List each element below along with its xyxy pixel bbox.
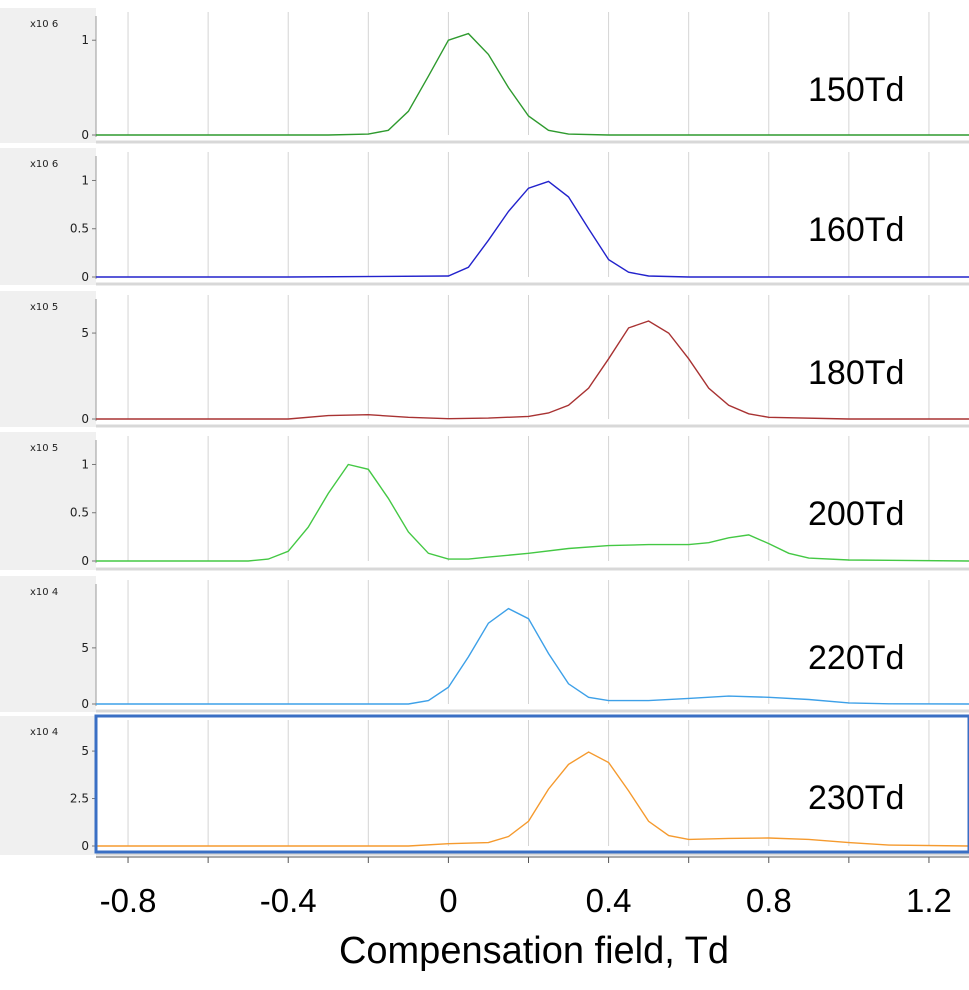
x-tick-label: 0.8	[746, 882, 792, 919]
panel-180Td: 0 5 x10 5 180Td	[0, 291, 969, 428]
y-tick-label: 0	[81, 697, 89, 711]
y-tick-label: 0	[81, 554, 89, 568]
panel-label: 150Td	[808, 71, 904, 109]
y-tick-label: 0	[81, 839, 89, 853]
y-tick-label: 0	[81, 412, 89, 426]
panel-gutter	[0, 432, 96, 570]
plot-area	[96, 8, 969, 143]
y-exponent-label: x10 4	[30, 587, 58, 598]
series-line-200Td	[96, 463, 969, 562]
y-tick-label: 5	[81, 326, 89, 340]
y-exponent-label: x10 5	[30, 443, 58, 454]
panel-150Td: 0 1 x10 6 150Td	[0, 8, 969, 144]
panel-220Td: 0 5 x10 4 220Td	[0, 576, 969, 713]
series-line-230Td	[96, 751, 969, 847]
panel-gutter	[0, 716, 96, 855]
y-tick-label: 2.5	[70, 792, 89, 806]
panel-230Td: 0 2.5 5 x10 4 230Td	[0, 716, 969, 856]
plot-area	[96, 432, 969, 570]
y-tick-label: 1	[81, 457, 89, 471]
panel-gutter	[0, 576, 96, 712]
panel-gutter	[0, 291, 96, 427]
panel-200Td: 0 0.5 1 x10 5 200Td	[0, 432, 969, 571]
panel-label: 200Td	[808, 495, 904, 533]
selected-panel-frame	[94, 714, 969, 854]
panel-gutter	[0, 8, 96, 143]
panel-label: 230Td	[808, 779, 904, 817]
series-line-220Td	[96, 607, 969, 705]
y-exponent-label: x10 6	[30, 159, 58, 170]
y-tick-label: 1	[81, 173, 89, 187]
x-axis-title: Compensation field, Td	[339, 930, 729, 972]
x-tick-label: 0.4	[586, 882, 632, 919]
panel-160Td: 0 0.5 1 x10 6 160Td	[0, 148, 969, 286]
y-tick-label: 0.5	[70, 506, 89, 520]
y-tick-label: 5	[81, 744, 89, 758]
series-line-150Td	[96, 32, 969, 136]
x-tick-label: -0.4	[260, 882, 317, 919]
y-tick-label: 1	[81, 33, 89, 47]
y-tick-label: 0	[81, 128, 89, 142]
y-exponent-label: x10 4	[30, 727, 58, 738]
y-exponent-label: x10 6	[30, 19, 58, 30]
plot-area	[96, 576, 969, 712]
y-tick-label: 5	[81, 641, 89, 655]
plot-area	[96, 716, 969, 855]
panel-label: 160Td	[808, 211, 904, 249]
x-axis: -0.8 -0.4 0 0.4 0.8 1.2	[96, 856, 969, 919]
y-exponent-label: x10 5	[30, 302, 58, 313]
x-tick-label: 1.2	[906, 882, 952, 919]
y-tick-label: 0.5	[70, 222, 89, 236]
plot-area	[96, 291, 969, 427]
plot-area	[96, 148, 969, 285]
panel-gutter	[0, 148, 96, 285]
series-line-180Td	[96, 320, 969, 420]
y-tick-label: 0	[81, 270, 89, 284]
series-line-160Td	[96, 180, 969, 278]
x-tick-label: -0.8	[100, 882, 157, 919]
panel-label: 220Td	[808, 639, 904, 677]
x-tick-label: 0	[439, 882, 457, 919]
panel-label: 180Td	[808, 354, 904, 392]
